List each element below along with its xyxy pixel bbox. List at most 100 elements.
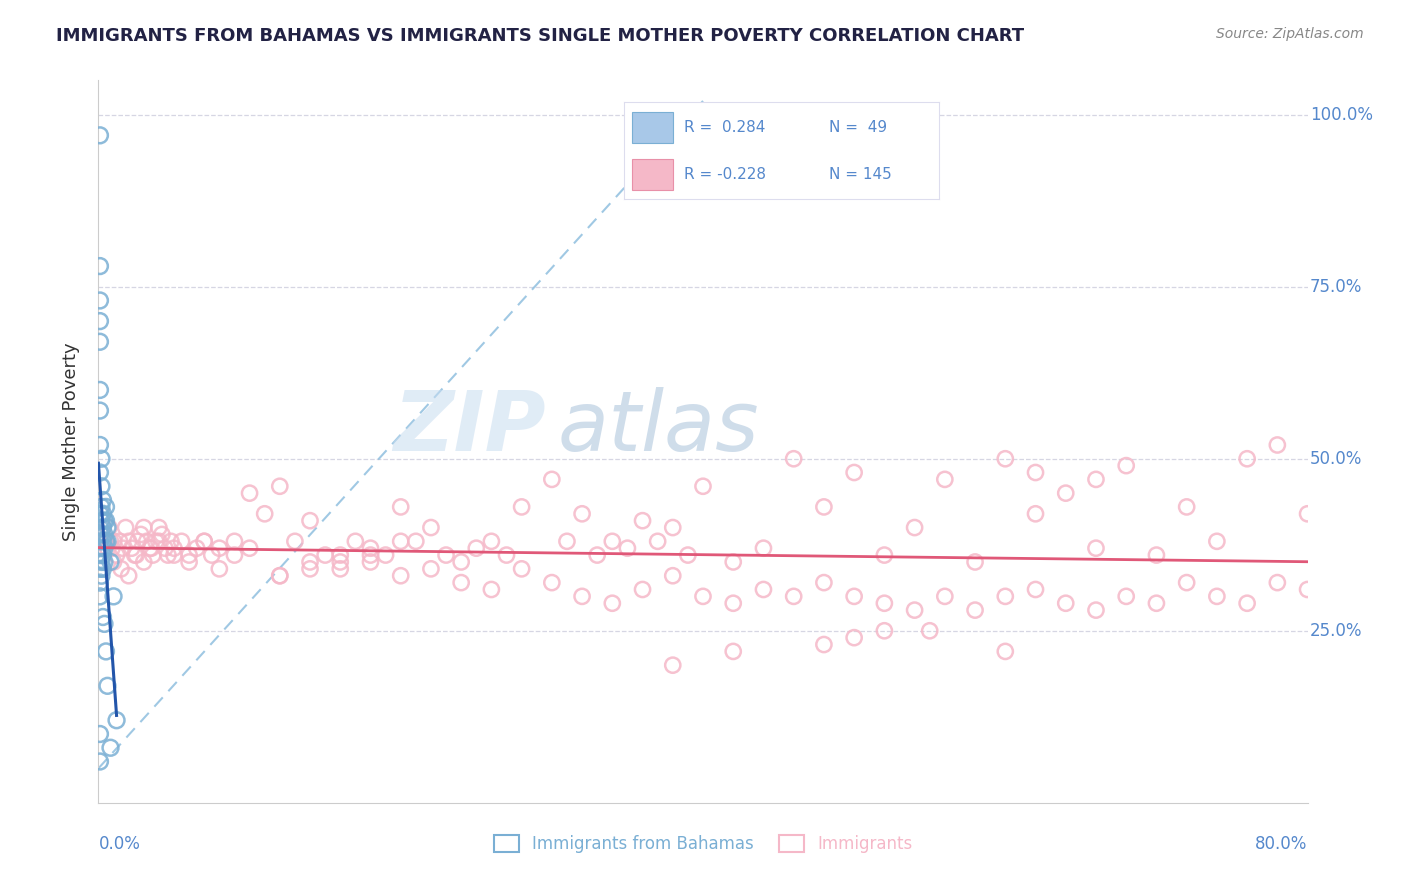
Point: [571, 590, 593, 604]
Point: [1024, 507, 1046, 521]
Point: [723, 596, 745, 610]
Point: [269, 479, 291, 493]
Point: [101, 541, 124, 556]
Point: [121, 541, 143, 556]
Point: [844, 631, 866, 645]
Point: [208, 541, 231, 556]
Point: [965, 603, 987, 617]
Point: [89, 562, 111, 576]
Point: [91, 520, 114, 534]
Point: [540, 472, 562, 486]
Point: [661, 568, 683, 582]
Point: [934, 590, 956, 604]
Point: [89, 727, 111, 741]
Point: [1054, 486, 1077, 500]
Point: [783, 590, 806, 604]
Point: [91, 493, 114, 508]
Point: [360, 555, 382, 569]
Point: [1085, 541, 1108, 556]
Point: [389, 500, 412, 514]
Point: [269, 568, 291, 582]
Text: IMMIGRANTS FROM BAHAMAS VS IMMIGRANTS SINGLE MOTHER POVERTY CORRELATION CHART: IMMIGRANTS FROM BAHAMAS VS IMMIGRANTS SI…: [56, 27, 1025, 45]
Point: [994, 451, 1017, 466]
Legend: Immigrants from Bahamas, Immigrants: Immigrants from Bahamas, Immigrants: [486, 828, 920, 860]
Point: [94, 534, 117, 549]
Point: [752, 582, 775, 597]
Point: [179, 555, 201, 569]
Point: [90, 500, 112, 514]
Point: [132, 520, 155, 534]
Point: [148, 534, 170, 549]
Point: [1175, 500, 1198, 514]
Text: Source: ZipAtlas.com: Source: ZipAtlas.com: [1216, 27, 1364, 41]
Point: [631, 514, 654, 528]
Point: [450, 555, 472, 569]
Point: [904, 520, 927, 534]
Point: [434, 548, 457, 562]
Point: [389, 568, 412, 582]
Point: [1024, 466, 1046, 480]
Point: [389, 534, 412, 549]
Point: [89, 466, 111, 480]
Point: [150, 527, 173, 541]
Point: [510, 562, 533, 576]
Point: [420, 562, 443, 576]
Point: [602, 534, 624, 549]
Point: [1054, 596, 1077, 610]
Point: [111, 541, 134, 556]
Point: [179, 548, 201, 562]
Point: [813, 500, 835, 514]
Point: [495, 548, 517, 562]
Point: [661, 520, 683, 534]
Point: [481, 534, 503, 549]
Point: [692, 479, 714, 493]
Point: [160, 534, 183, 549]
Point: [344, 534, 367, 549]
Point: [89, 334, 111, 349]
Point: [93, 616, 115, 631]
Point: [465, 541, 488, 556]
Point: [661, 658, 683, 673]
Point: [616, 541, 638, 556]
Point: [783, 451, 806, 466]
Point: [844, 590, 866, 604]
Point: [201, 548, 224, 562]
Point: [89, 383, 111, 397]
Point: [135, 534, 157, 549]
Point: [89, 403, 111, 417]
Point: [98, 520, 121, 534]
Point: [299, 562, 322, 576]
Point: [239, 486, 262, 500]
Point: [1206, 534, 1229, 549]
Point: [813, 638, 835, 652]
Point: [91, 507, 114, 521]
Point: [90, 527, 112, 541]
Point: [299, 555, 322, 569]
Point: [156, 548, 179, 562]
Point: [284, 534, 307, 549]
Point: [148, 520, 170, 534]
Point: [994, 590, 1017, 604]
Point: [224, 548, 246, 562]
Point: [450, 575, 472, 590]
Point: [186, 541, 208, 556]
Point: [692, 590, 714, 604]
Point: [93, 534, 115, 549]
Point: [1144, 596, 1167, 610]
Point: [208, 562, 231, 576]
Point: [153, 541, 176, 556]
Point: [100, 740, 122, 755]
Point: [374, 548, 396, 562]
Point: [723, 555, 745, 569]
Point: [145, 534, 167, 549]
Point: [602, 596, 624, 610]
Point: [96, 534, 118, 549]
Point: [239, 541, 262, 556]
Point: [89, 259, 111, 273]
Point: [904, 603, 927, 617]
Point: [94, 644, 117, 658]
Point: [1144, 548, 1167, 562]
Point: [571, 507, 593, 521]
Point: [723, 644, 745, 658]
Point: [90, 451, 112, 466]
